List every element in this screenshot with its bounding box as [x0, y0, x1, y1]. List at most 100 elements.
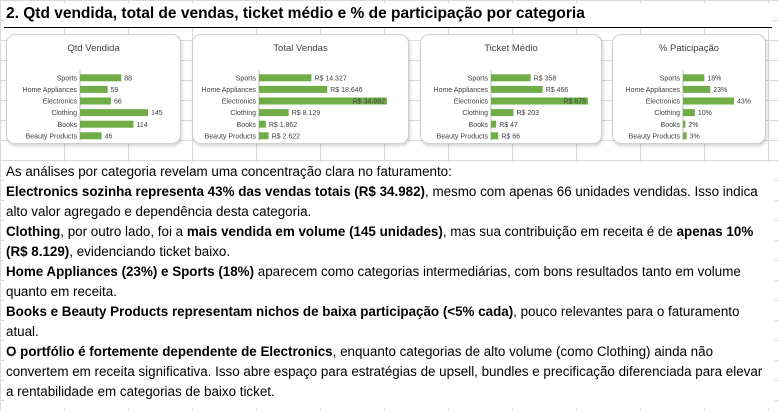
- bar: [683, 109, 695, 117]
- chart-svg: Total Vendas Sports R$ 14.327 Home Applianc…: [202, 43, 387, 141]
- bar: [491, 97, 588, 105]
- data-label: 46: [105, 133, 113, 140]
- analysis-text-panel: As análises por categoria revelam uma co…: [4, 162, 775, 408]
- category-label: Clothing: [462, 110, 488, 117]
- category-label: Beauty Products: [26, 133, 78, 140]
- bar: [259, 85, 328, 93]
- data-label: 10%: [698, 110, 712, 117]
- section-title: 2. Qtd vendida, total de vendas, ticket …: [6, 5, 585, 22]
- bar: [491, 74, 531, 82]
- body-text: aparecem como categorias intermediárias,…: [6, 264, 741, 299]
- category-label: Clothing: [51, 110, 77, 117]
- data-label: R$ 47: [499, 122, 518, 129]
- chart-svg: % Paticipação Sports 18% Home Appliances 23%…: [626, 43, 751, 141]
- bar: [491, 120, 497, 128]
- data-label: R$ 18.646: [330, 87, 362, 94]
- data-label: R$ 203: [517, 110, 540, 117]
- data-label: R$ 34.982: [353, 99, 385, 106]
- category-label: Sports: [236, 75, 257, 82]
- category-label: Home Appliances: [626, 87, 681, 94]
- data-label: 18%: [707, 75, 721, 82]
- section-title-bar: 2. Qtd vendida, total de vendas, ticket …: [4, 3, 772, 28]
- data-label: 145: [151, 110, 163, 117]
- category-label: Electronics: [222, 99, 257, 106]
- category-label: Sports: [468, 75, 489, 82]
- analysis-paragraph-niches: Books e Beauty Products representam nich…: [4, 302, 775, 342]
- highlight-text: apenas 10% (R$ 8.129): [6, 224, 754, 259]
- body-text: , enquanto categorias de alto volume (co…: [6, 344, 763, 399]
- body-text: , mesmo com apenas 66 unidades vendidas.…: [6, 184, 758, 219]
- body-text: , pouco relevantes para o faturamento at…: [6, 304, 740, 339]
- category-label: Electronics: [454, 99, 489, 106]
- analysis-paragraph-electronics: Electronics sozinha representa 43% das v…: [4, 182, 775, 222]
- body-text: , mas sua contribuição em receita é de: [442, 224, 677, 239]
- bar: [259, 120, 266, 128]
- chart-participacao[interactable]: % Paticipação Sports 18% Home Appliances 23%…: [612, 34, 766, 144]
- chart-title: Qtd Vendida: [67, 43, 120, 54]
- data-label: 3%: [690, 133, 700, 140]
- highlight-text: mais vendida em volume (145 unidades): [186, 224, 443, 239]
- category-label: Books: [661, 122, 681, 129]
- category-label: Beauty Products: [205, 133, 257, 140]
- category-label: Sports: [660, 75, 681, 82]
- category-label: Home Appliances: [202, 87, 257, 94]
- data-label: 88: [124, 75, 132, 82]
- bar: [683, 120, 686, 128]
- category-label: Books: [58, 122, 78, 129]
- chart-svg: Ticket Médio Sports R$ 358 Home Appliances R…: [434, 43, 588, 141]
- bar: [80, 120, 134, 128]
- bar: [259, 74, 312, 82]
- intro-text: As análises por categoria revelam uma co…: [6, 164, 452, 179]
- bar: [80, 97, 111, 105]
- bar: [80, 85, 108, 93]
- category-label: Electronics: [646, 99, 681, 106]
- bar: [80, 74, 122, 82]
- category-label: Clothing: [230, 110, 256, 117]
- data-label: R$ 1.862: [269, 122, 298, 129]
- bar: [80, 109, 148, 117]
- bar: [80, 132, 102, 140]
- bar: [683, 74, 705, 82]
- bar: [491, 85, 543, 93]
- category-label: Home Appliances: [23, 87, 78, 94]
- analysis-paragraph-conclusion: O portfólio é fortemente dependente de E…: [4, 342, 775, 402]
- bar: [683, 97, 734, 105]
- highlight-text: Electronics sozinha representa 43% das v…: [6, 184, 426, 199]
- data-label: R$ 875: [563, 99, 586, 106]
- highlight-text: Books e Beauty Products representam nich…: [6, 304, 514, 319]
- data-label: 114: [136, 122, 147, 129]
- body-text: , evidenciando ticket baixo.: [69, 244, 231, 259]
- category-label: Books: [237, 122, 257, 129]
- highlight-text: Clothing: [6, 224, 61, 239]
- body-text: , por outro lado, foi a: [60, 224, 187, 239]
- bar: [259, 97, 387, 105]
- chart-total-vendas[interactable]: Total Vendas Sports R$ 14.327 Home Applianc…: [192, 34, 409, 144]
- category-label: Sports: [57, 75, 78, 82]
- bar: [491, 132, 499, 140]
- data-label: R$ 14.327: [314, 75, 346, 82]
- data-label: R$ 8.129: [292, 110, 321, 117]
- data-label: 59: [111, 87, 119, 94]
- category-label: Books: [469, 122, 489, 129]
- category-label: Electronics: [43, 99, 78, 106]
- data-label: 66: [114, 99, 122, 106]
- chart-qtd-vendida[interactable]: Qtd Vendida Sports 88 Home Appliances 59 Elec…: [6, 34, 181, 144]
- data-label: R$ 2.622: [272, 133, 301, 140]
- highlight-text: Home Appliances (23%) e Sports (18%): [6, 264, 255, 279]
- chart-svg: Qtd Vendida Sports 88 Home Appliances 59 Elec…: [23, 43, 163, 141]
- bar: [491, 109, 514, 117]
- category-label: Home Appliances: [434, 87, 489, 94]
- chart-ticket-medio[interactable]: Ticket Médio Sports R$ 358 Home Appliances R…: [420, 34, 602, 144]
- data-label: R$ 358: [534, 75, 557, 82]
- category-label: Clothing: [654, 110, 680, 117]
- chart-title: Ticket Médio: [484, 43, 538, 54]
- highlight-text: O portfólio é fortemente dependente de E…: [6, 344, 333, 359]
- category-label: Beauty Products: [437, 133, 489, 140]
- bar: [683, 132, 687, 140]
- bar: [259, 132, 269, 140]
- data-label: R$ 466: [546, 87, 569, 94]
- analysis-paragraph-clothing: Clothing, por outro lado, foi a mais ven…: [4, 222, 775, 262]
- bar: [683, 85, 711, 93]
- data-label: 43%: [737, 99, 751, 106]
- chart-title: Total Vendas: [273, 43, 328, 54]
